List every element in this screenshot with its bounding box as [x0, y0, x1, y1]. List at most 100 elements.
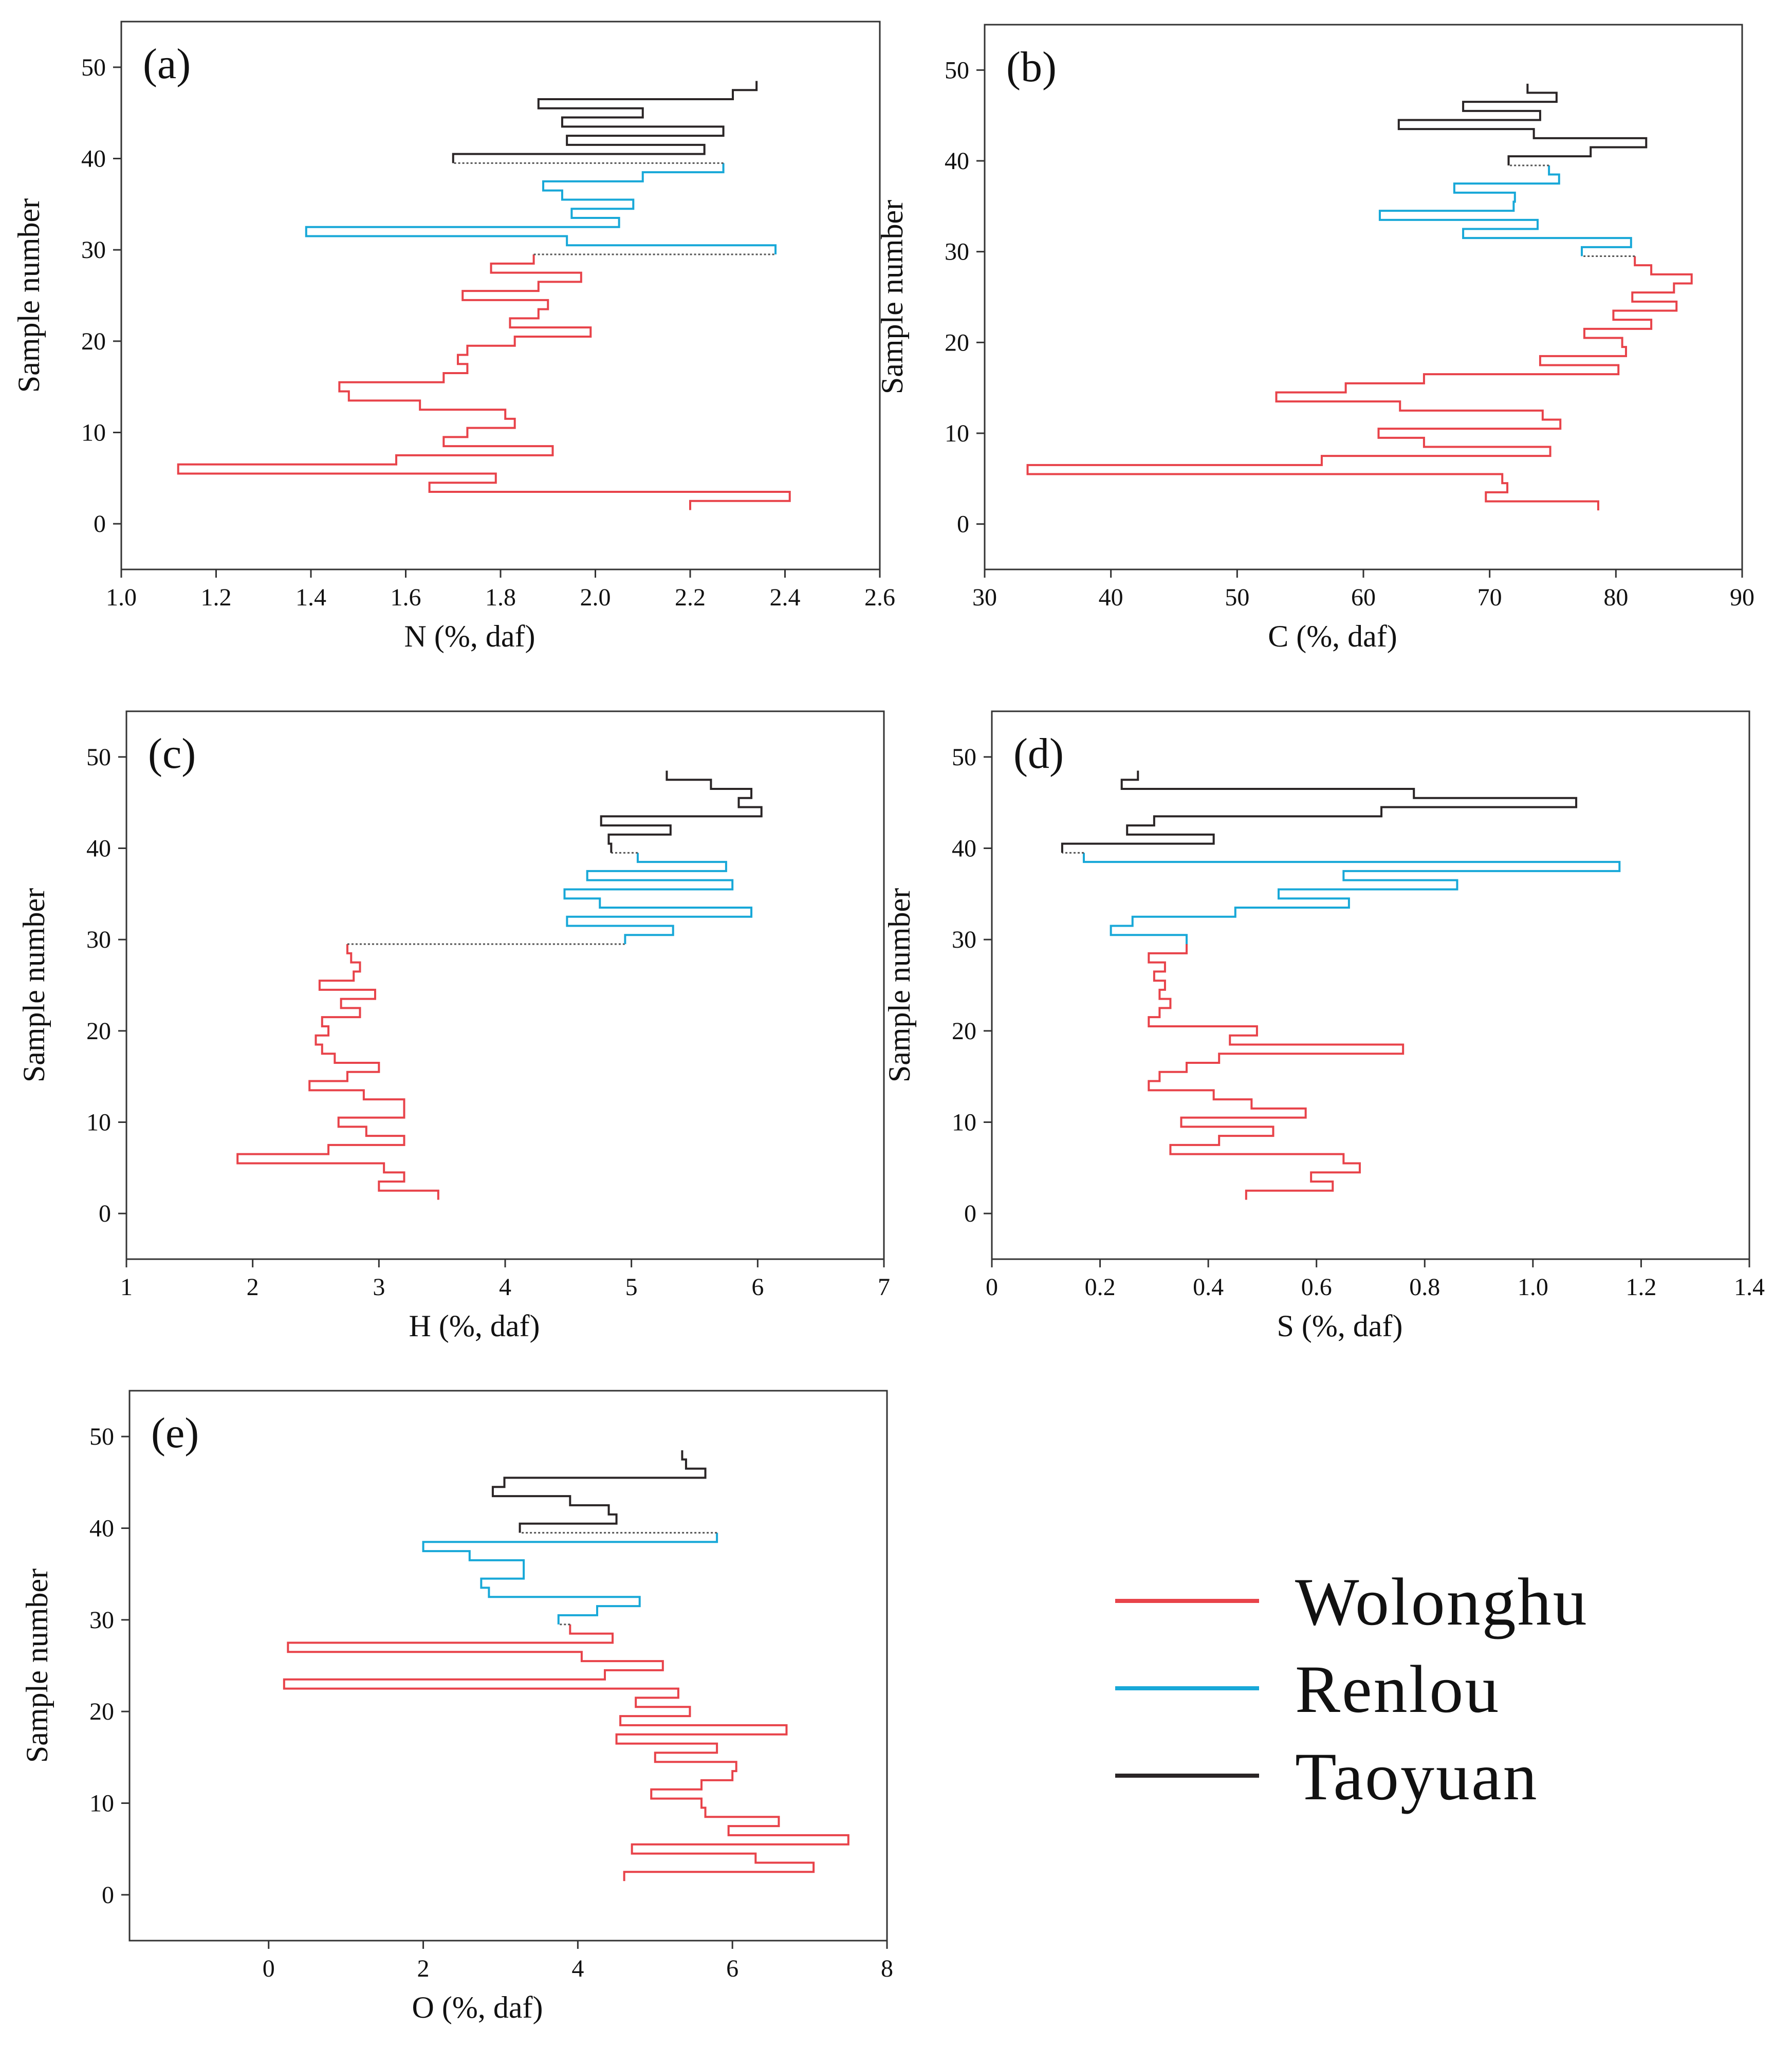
x-tick-label: 80 — [1603, 584, 1628, 611]
y-tick-label: 30 — [89, 1607, 114, 1634]
y-tick-label: 0 — [99, 1200, 111, 1227]
x-tick-label: 7 — [878, 1274, 890, 1301]
x-tick-label: 6 — [726, 1955, 738, 1982]
y-tick-label: 40 — [86, 835, 111, 862]
x-tick-label: 3 — [373, 1274, 385, 1301]
y-axis-title: Sample number — [20, 1569, 54, 1763]
y-tick-label: 0 — [102, 1882, 114, 1909]
x-tick-label: 2.6 — [864, 584, 895, 611]
x-tick-label: 1.4 — [295, 584, 326, 611]
y-tick-label: 0 — [957, 511, 969, 538]
series-line-taoyuan — [1397, 83, 1648, 165]
x-tick-label: 1.0 — [1518, 1274, 1548, 1301]
y-tick-label: 30 — [86, 926, 111, 953]
x-tick-label: 2.4 — [770, 584, 801, 611]
series-line-wolonghu — [1026, 256, 1693, 511]
y-tick-label: 50 — [945, 57, 969, 84]
y-tick-label: 30 — [81, 236, 106, 264]
x-axis-title: C (%, daf) — [1268, 619, 1397, 653]
x-axis-title: S (%, daf) — [1277, 1309, 1403, 1343]
x-tick-label: 60 — [1351, 584, 1376, 611]
y-tick-label: 10 — [81, 419, 106, 447]
panel-label: (d) — [1013, 730, 1064, 778]
series-line-renlou — [563, 853, 753, 945]
x-tick-label: 2.0 — [580, 584, 611, 611]
y-tick-label: 50 — [952, 744, 976, 771]
plot-frame — [984, 24, 1743, 570]
x-tick-label: 2.2 — [675, 584, 706, 611]
series-line-wolonghu — [177, 254, 791, 510]
legend-item-taoyuan: Taoyuan — [1115, 1739, 1539, 1814]
legend-item-renlou: Renlou — [1115, 1651, 1499, 1727]
series-line-wolonghu — [283, 1624, 849, 1882]
y-tick-label: 40 — [81, 145, 106, 173]
x-tick-label: 0.4 — [1193, 1274, 1224, 1301]
x-tick-label: 8 — [881, 1955, 893, 1982]
x-tick-label: 90 — [1730, 584, 1754, 611]
y-tick-label: 50 — [89, 1423, 114, 1450]
y-tick-label: 20 — [81, 328, 106, 355]
y-tick-label: 0 — [964, 1200, 976, 1227]
chart-panel-0: 1.0 1.2 1.4 1.6 1.8 2.0 2.2 2.4 2.6 0 10 20 30 40 50 N … — [12, 21, 895, 653]
y-axis-title: Sample number — [17, 888, 51, 1082]
x-tick-label: 1.6 — [391, 584, 421, 611]
plot-frame — [128, 1390, 888, 1942]
y-tick-label: 30 — [945, 238, 969, 266]
x-tick-label: 0 — [986, 1274, 998, 1301]
chart-panel-4: 0 2 4 6 8 0 10 20 30 40 50 O (%, daf) Sample number (… — [20, 1390, 893, 2024]
y-tick-label: 40 — [89, 1515, 114, 1542]
x-tick-label: 1 — [120, 1274, 133, 1301]
legend-label: Wolonghu — [1295, 1564, 1588, 1639]
x-tick-label: 1.4 — [1734, 1274, 1765, 1301]
x-tick-label: 30 — [972, 584, 997, 611]
plot-frame — [991, 710, 1750, 1260]
x-tick-label: 1.0 — [106, 584, 137, 611]
x-tick-label: 1.2 — [201, 584, 232, 611]
plot-frame — [120, 21, 881, 570]
x-tick-label: 70 — [1477, 584, 1502, 611]
x-tick-label: 6 — [751, 1274, 764, 1301]
x-axis-title: H (%, daf) — [409, 1309, 540, 1343]
x-axis-title: N (%, daf) — [404, 619, 535, 653]
series-line-taoyuan — [1061, 770, 1578, 853]
x-tick-label: 1.8 — [485, 584, 516, 611]
x-axis-title: O (%, daf) — [412, 1990, 543, 2024]
series-line-renlou — [1082, 853, 1621, 945]
legend: Wolonghu Renlou Taoyuan — [1115, 1564, 1588, 1814]
legend-label: Taoyuan — [1295, 1739, 1539, 1814]
x-tick-label: 2 — [417, 1955, 430, 1982]
y-tick-label: 30 — [952, 926, 976, 953]
series-line-renlou — [1378, 165, 1632, 256]
x-tick-label: 4 — [571, 1955, 584, 1982]
x-tick-label: 50 — [1225, 584, 1249, 611]
y-tick-label: 20 — [952, 1018, 976, 1045]
chart-panel-1: 30 40 50 60 70 80 90 0 10 20 30 40 50 C (%, daf) Sampl… — [875, 24, 1754, 653]
plot-frame — [125, 710, 885, 1260]
y-axis-title: Sample number — [12, 198, 46, 393]
x-tick-label: 0.2 — [1085, 1274, 1116, 1301]
legend-item-wolonghu: Wolonghu — [1115, 1564, 1588, 1639]
y-tick-label: 20 — [945, 329, 969, 356]
series-line-wolonghu — [1148, 944, 1405, 1200]
series-line-renlou — [305, 163, 777, 255]
series-line-renlou — [422, 1533, 718, 1625]
y-tick-label: 10 — [952, 1109, 976, 1136]
x-tick-label: 0 — [263, 1955, 275, 1982]
x-tick-label: 4 — [499, 1274, 511, 1301]
y-tick-label: 20 — [86, 1018, 111, 1045]
x-tick-label: 2 — [247, 1274, 259, 1301]
x-tick-label: 1.2 — [1625, 1274, 1656, 1301]
chart-panel-2: 1 2 3 4 5 6 7 0 10 20 30 40 50 H (%, daf) Sample numbe… — [17, 710, 890, 1343]
chart-panel-3: 0 0.2 0.4 0.6 0.8 1.0 1.2 1.4 0 10 20 30 40 50 S (%, d… — [882, 710, 1765, 1343]
panel-label: (b) — [1006, 43, 1057, 91]
y-tick-label: 10 — [86, 1109, 111, 1136]
panel-label: (a) — [143, 40, 191, 88]
series-line-taoyuan — [452, 81, 758, 163]
y-tick-label: 0 — [94, 510, 106, 538]
series-line-taoyuan — [600, 770, 763, 853]
x-tick-label: 0.6 — [1301, 1274, 1332, 1301]
x-tick-label: 0.8 — [1409, 1274, 1440, 1301]
series-line-wolonghu — [236, 944, 439, 1200]
y-axis-title: Sample number — [875, 200, 909, 394]
